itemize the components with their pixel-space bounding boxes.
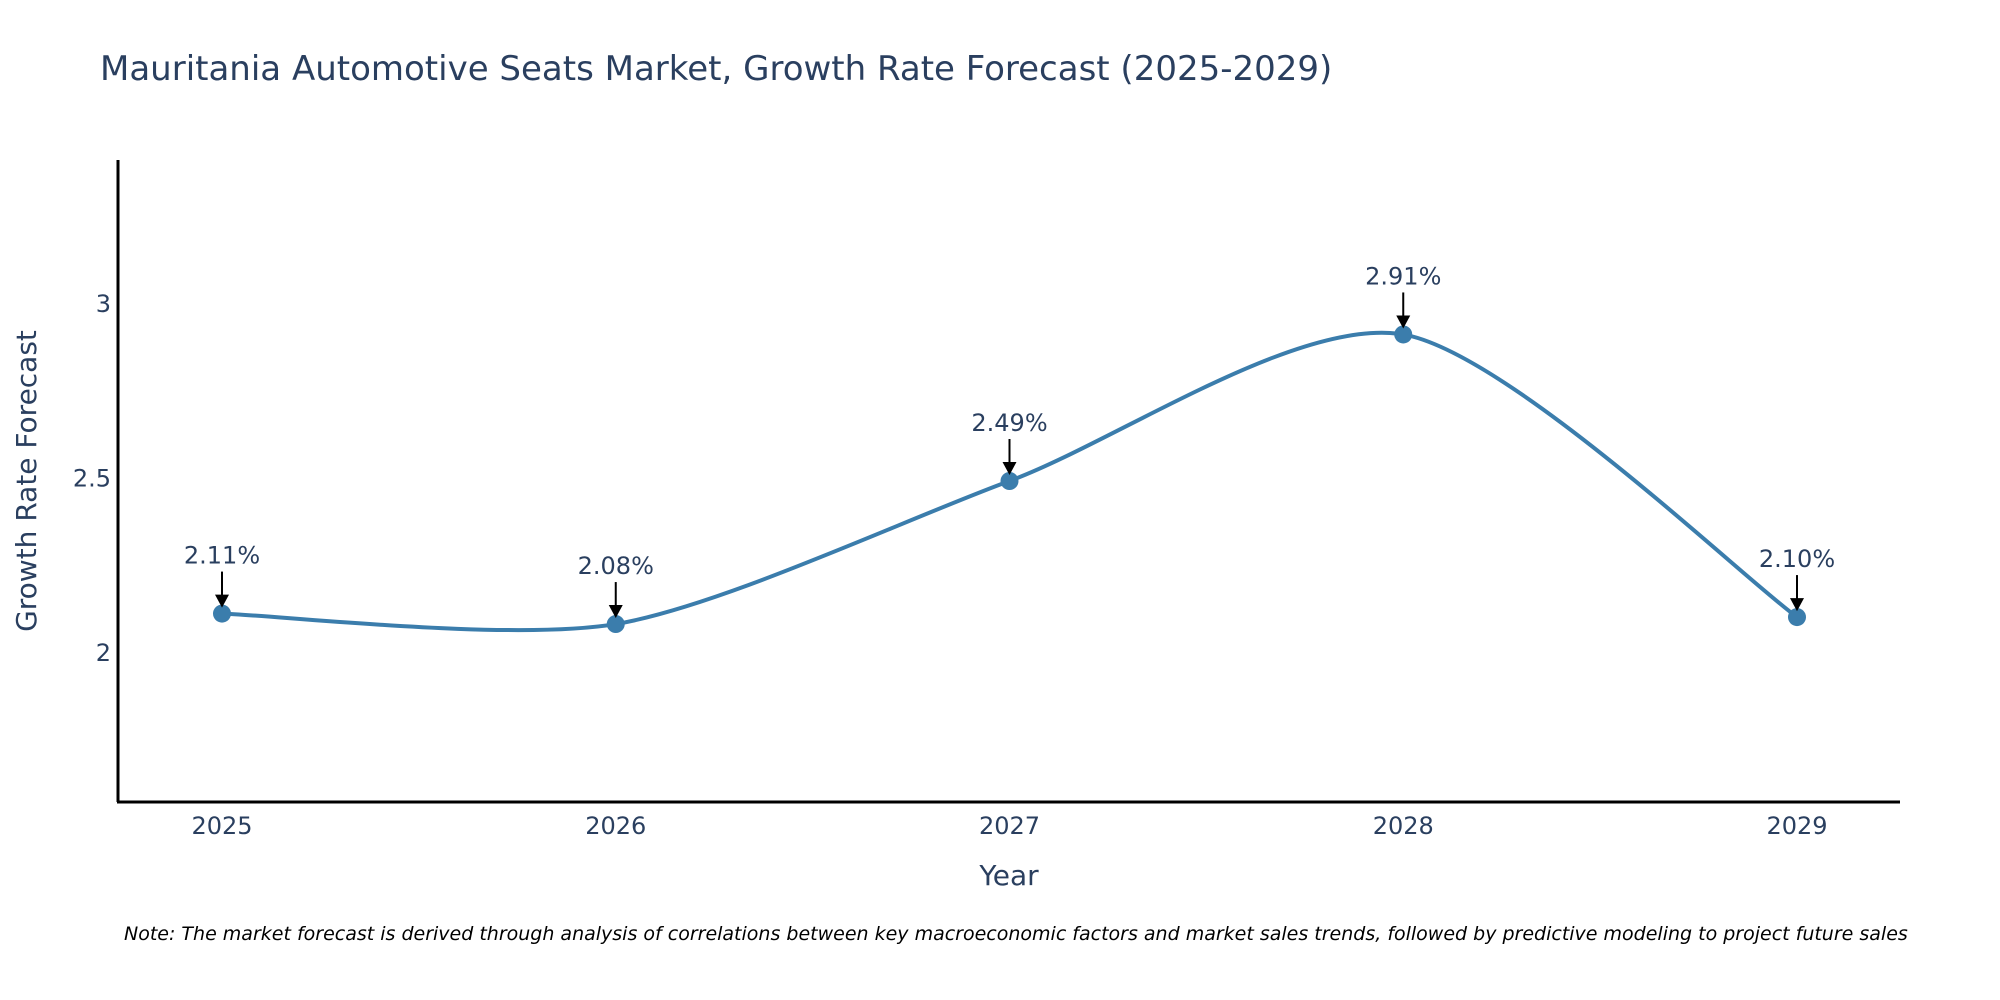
footnote: Note: The market forecast is derived thr… (124, 923, 1908, 945)
annotation-arrow-head (1790, 598, 1804, 612)
series-markers (213, 325, 1806, 634)
x-tick-label: 2029 (1766, 812, 1827, 840)
plot-area (220, 330, 1799, 633)
y-axis-title: Growth Rate Forecast (10, 330, 43, 632)
data-point-marker (1788, 608, 1806, 627)
data-annotations: 2.11% 2.08% 2.49% 2.91% 2.10% (184, 262, 1835, 619)
data-label: 2.49% (971, 409, 1047, 437)
data-point-marker (1394, 325, 1413, 344)
y-tick-label: 2.5 (73, 465, 111, 493)
annotation-arrow-head (1396, 315, 1411, 329)
series-line (220, 330, 1799, 633)
data-label: 2.11% (184, 542, 260, 570)
x-axis-ticks: 2025 2026 2027 2028 2029 (191, 812, 1827, 840)
annotation-arrow-head (215, 594, 229, 608)
chart-title: Mauritania Automotive Seats Market, Grow… (100, 49, 1332, 89)
data-point-marker (1000, 472, 1019, 490)
y-tick-label: 3 (96, 290, 111, 318)
x-tick-label: 2027 (979, 812, 1040, 840)
y-axis-ticks: 22.53 (73, 290, 111, 667)
x-tick-label: 2025 (191, 812, 252, 840)
data-label: 2.91% (1365, 262, 1441, 290)
y-tick-label: 2 (96, 639, 111, 667)
data-point-marker (213, 604, 231, 623)
annotation-arrow-head (608, 605, 623, 619)
data-point-marker (606, 615, 625, 634)
data-label: 2.10% (1759, 545, 1835, 573)
x-tick-label: 2026 (585, 812, 646, 840)
x-tick-label: 2028 (1373, 812, 1434, 840)
x-axis-title: Year (978, 859, 1039, 892)
annotation-arrow-head (1002, 462, 1017, 475)
data-label: 2.08% (578, 552, 654, 580)
